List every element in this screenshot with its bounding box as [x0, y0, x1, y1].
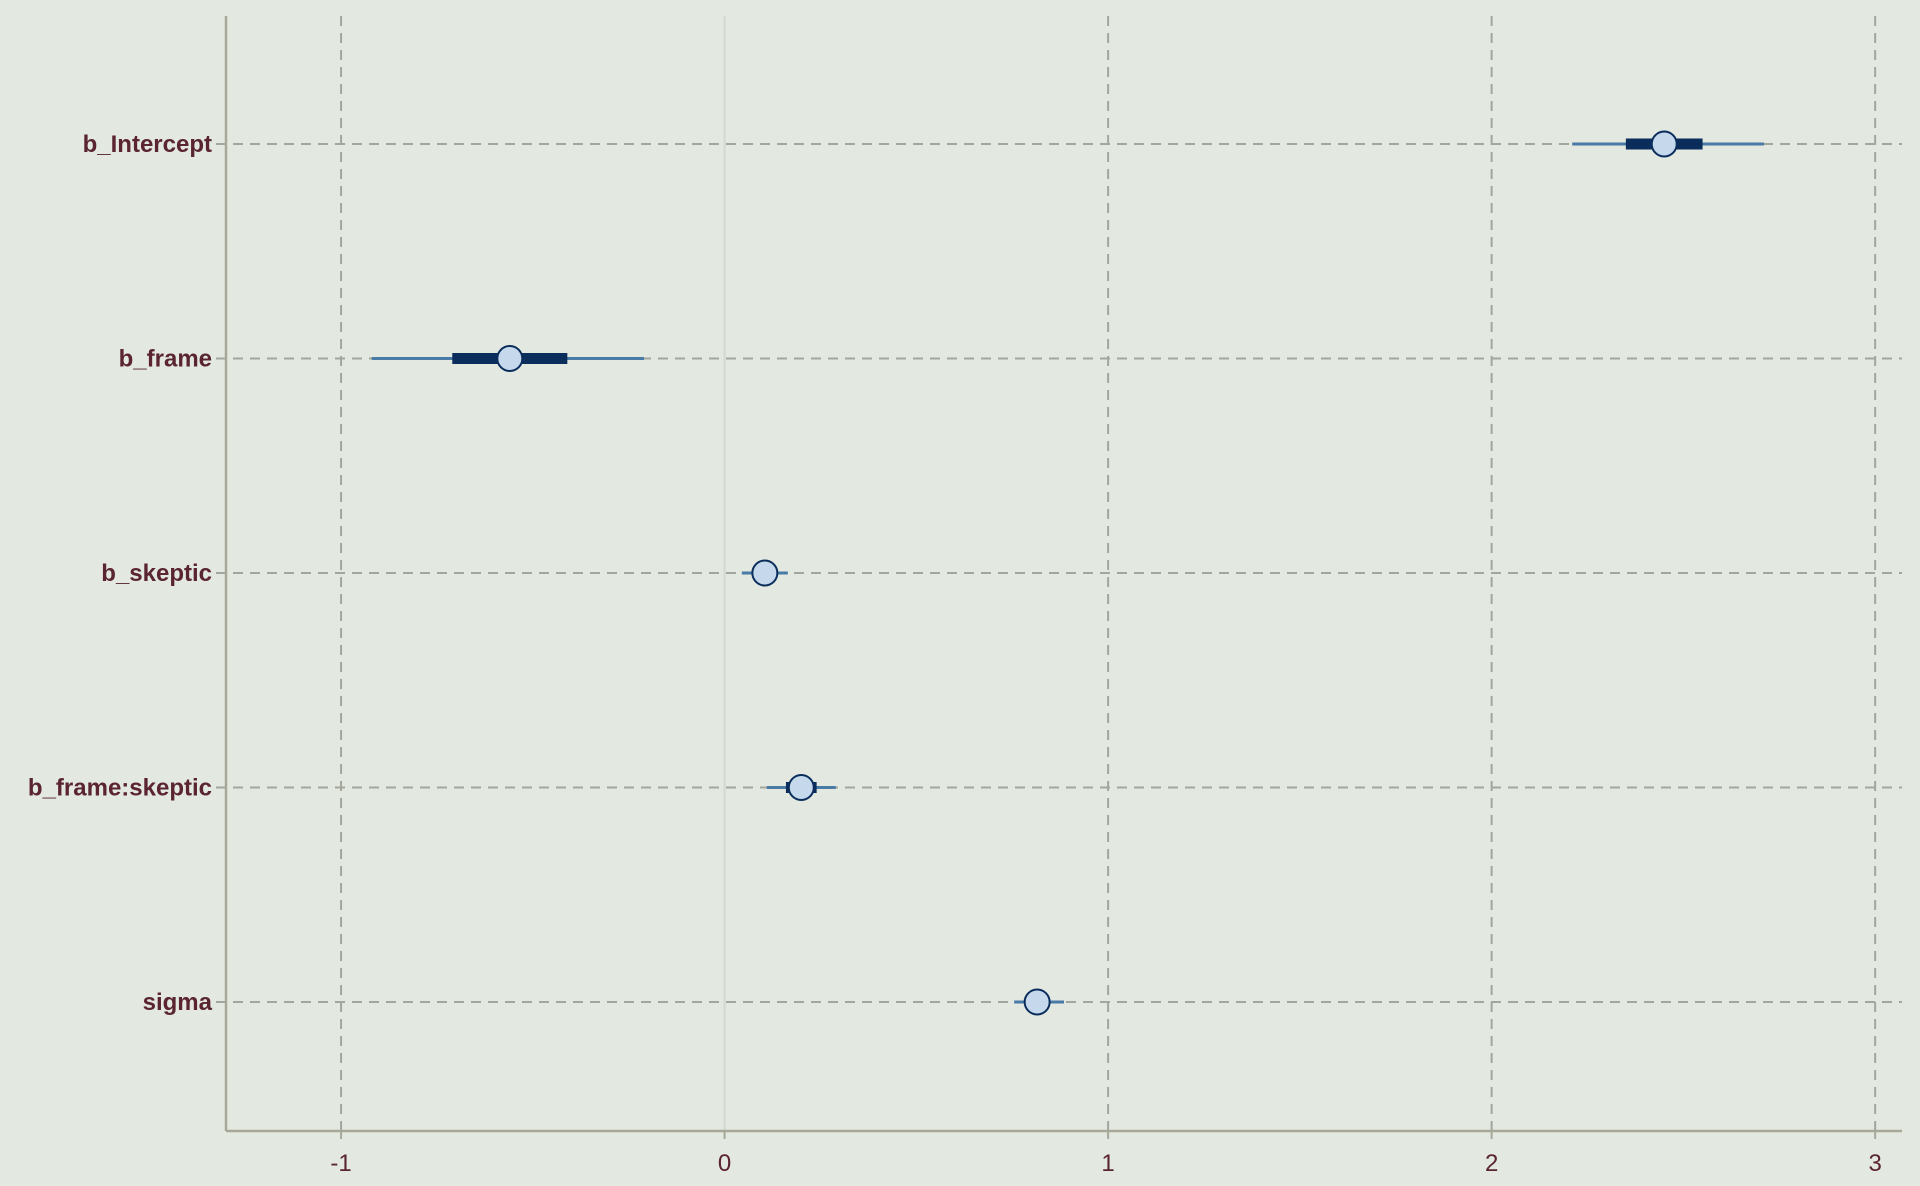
parameter-label: b_skeptic — [101, 560, 212, 587]
x-tick-label: -1 — [330, 1150, 351, 1177]
x-tick-label: 3 — [1868, 1150, 1881, 1177]
parameter-label: b_frame:skeptic — [28, 775, 212, 802]
parameter-label: b_frame — [119, 346, 212, 373]
parameter-label: sigma — [143, 989, 213, 1016]
axis-layer — [224, 16, 1902, 1139]
x-tick-label: 0 — [718, 1150, 731, 1177]
median-point — [751, 559, 779, 587]
median-point — [1650, 130, 1678, 158]
mark-layer — [371, 130, 1764, 1016]
x-tick-label: 1 — [1101, 1150, 1114, 1177]
x-tick-label: 2 — [1485, 1150, 1498, 1177]
median-point — [496, 345, 524, 372]
label-layer: -1 0 1 2 3 b_Intercept b_frame b_skeptic b_frame… — [28, 131, 1882, 1177]
parameter-label: b_Intercept — [83, 131, 212, 158]
median-point — [787, 774, 815, 801]
median-point — [1023, 988, 1051, 1016]
